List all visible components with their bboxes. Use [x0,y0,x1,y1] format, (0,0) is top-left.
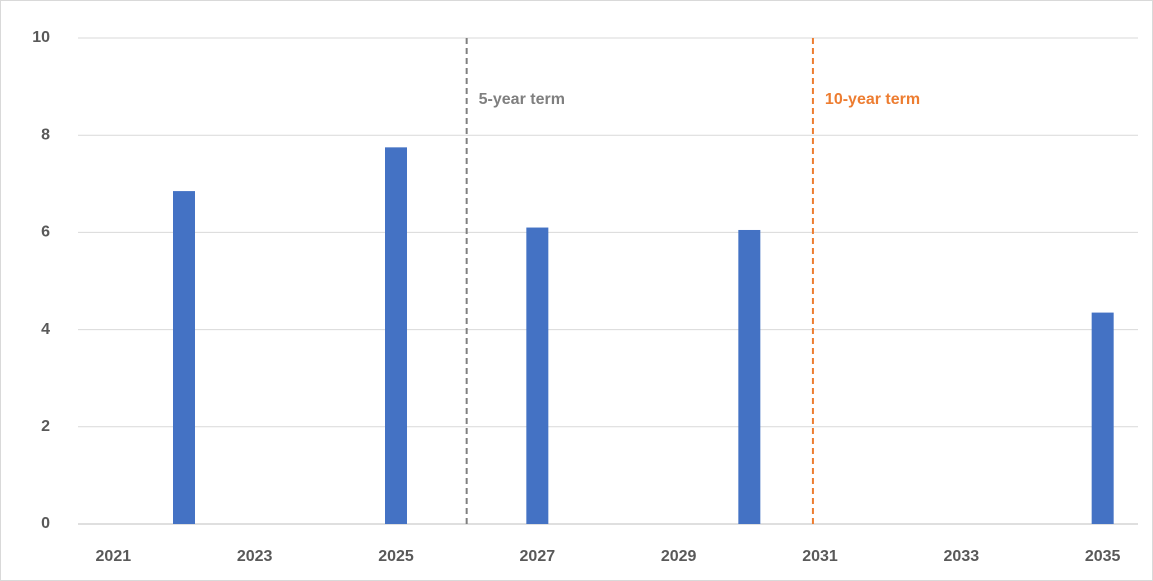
annotation-label: 10-year term [825,91,920,108]
x-tick-label: 2023 [237,548,273,565]
y-tick-label: 2 [41,418,50,435]
x-tick-label: 2033 [944,548,980,565]
bar [526,227,549,525]
bar [738,229,761,524]
y-tick-label: 0 [41,515,50,532]
x-tick-label: 2029 [661,548,697,565]
bar [1091,312,1114,524]
x-tick-label: 2031 [802,548,838,565]
x-tick-label: 2025 [378,548,414,565]
x-tick-label: 2021 [96,548,132,565]
bar [385,147,407,524]
y-tick-label: 4 [41,321,50,338]
annotation-label: 5-year term [479,91,565,108]
bar [173,191,195,524]
y-tick-label: 10 [32,29,50,46]
x-tick-label: 2027 [520,548,556,565]
y-tick-label: 6 [41,224,50,241]
y-tick-label: 8 [41,126,50,143]
x-tick-label: 2035 [1085,548,1121,565]
